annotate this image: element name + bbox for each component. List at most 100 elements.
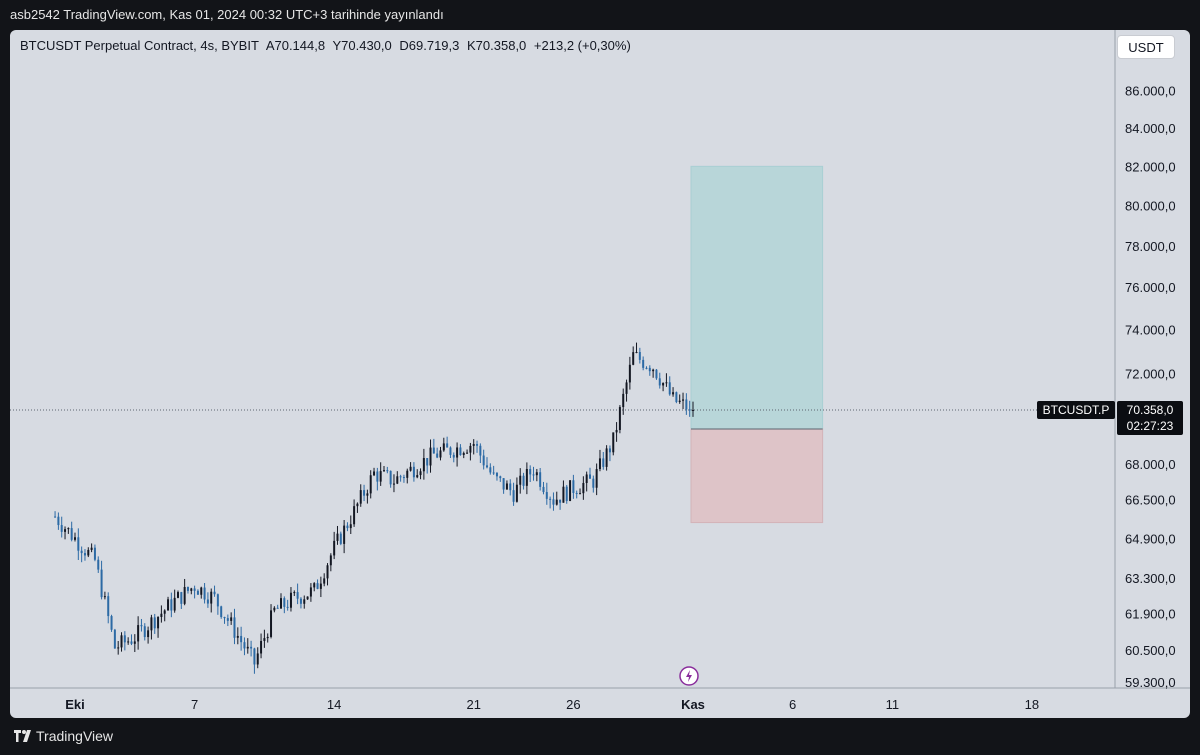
- candle-body: [452, 454, 455, 458]
- candle-body: [137, 625, 140, 642]
- candle-body: [648, 367, 651, 372]
- candle-body: [296, 592, 299, 599]
- candle-body: [93, 547, 96, 560]
- candle-body: [489, 467, 492, 473]
- candle-body: [127, 641, 130, 643]
- candle-body: [276, 607, 279, 609]
- candle-body: [552, 499, 555, 505]
- candle-body: [303, 599, 306, 604]
- candle-body: [326, 565, 329, 579]
- candle-body: [449, 447, 452, 455]
- x-tick-label: 14: [327, 697, 341, 712]
- y-tick-label: 78.000,0: [1125, 239, 1176, 254]
- y-tick-label: 59.300,0: [1125, 675, 1176, 690]
- legend-high: Y70.430,0: [332, 38, 392, 53]
- candle-body: [356, 503, 359, 507]
- candle-body: [628, 364, 631, 383]
- candle-body: [97, 559, 100, 570]
- candle-body: [662, 383, 665, 386]
- candle-body: [432, 447, 435, 454]
- candle-body: [216, 594, 219, 607]
- y-tick-label: 80.000,0: [1125, 199, 1176, 214]
- candle-body: [323, 578, 326, 584]
- candle-body: [419, 471, 422, 476]
- x-tick-label: Eki: [65, 697, 85, 712]
- candle-body: [515, 484, 518, 502]
- x-tick-label: Kas: [681, 697, 705, 712]
- candle-body: [270, 610, 273, 637]
- candle-body: [319, 583, 322, 589]
- candle-body: [668, 382, 671, 395]
- x-tick-label: 18: [1025, 697, 1039, 712]
- x-tick-label: 26: [566, 697, 580, 712]
- candle-body: [608, 448, 611, 453]
- legend-close: K70.358,0: [467, 38, 527, 53]
- candle-body: [595, 469, 598, 488]
- chart-panel[interactable]: 86.000,0 84.000,0 82.000,0 80.000,0 78.000,0…: [10, 30, 1190, 718]
- candle-body: [605, 448, 608, 467]
- candle-body: [409, 466, 412, 471]
- candle-body: [193, 588, 196, 591]
- candle-body: [256, 653, 259, 665]
- candle-body: [652, 369, 655, 372]
- candlestick-chart[interactable]: 86.000,0 84.000,0 82.000,0 80.000,0 78.000,0…: [10, 30, 1190, 718]
- candle-body: [130, 641, 133, 644]
- candle-body: [173, 597, 176, 611]
- legend-open: A70.144,8: [265, 38, 326, 53]
- candle-body: [529, 468, 532, 475]
- y-tick-label: 64.900,0: [1125, 531, 1176, 546]
- y-tick-label: 66.500,0: [1125, 493, 1176, 508]
- candle-body: [579, 493, 582, 495]
- candle-body: [64, 529, 67, 532]
- candle-body: [273, 607, 276, 611]
- candle-body: [177, 592, 179, 598]
- candle-body: [359, 490, 362, 504]
- candle-body: [213, 591, 216, 595]
- candle-body: [313, 583, 316, 588]
- candle-body: [466, 452, 469, 454]
- candle-body: [57, 516, 60, 526]
- y-tick-label: 86.000,0: [1125, 84, 1176, 99]
- candle-body: [672, 392, 675, 395]
- y-tick-label: 84.000,0: [1125, 121, 1176, 136]
- candle-body: [618, 407, 621, 430]
- candle-body: [575, 492, 578, 494]
- candle-body: [289, 592, 292, 608]
- candle-body: [402, 477, 405, 479]
- y-tick-label: 72.000,0: [1125, 366, 1176, 381]
- candle-body: [592, 478, 595, 488]
- candle-body: [392, 483, 395, 485]
- candle-body: [60, 525, 63, 532]
- currency-button[interactable]: USDT: [1117, 35, 1175, 59]
- candle-body: [492, 472, 495, 474]
- candle-body: [266, 636, 269, 639]
- candle-body: [642, 359, 645, 368]
- candle-body: [542, 486, 545, 493]
- candle-body: [622, 393, 625, 408]
- candle-body: [416, 475, 419, 478]
- candle-body: [685, 399, 688, 410]
- lightning-bolt-icon: [686, 670, 692, 682]
- candle-body: [549, 498, 552, 500]
- candle-body: [353, 506, 356, 525]
- countdown-label: 02:27:23: [1127, 419, 1174, 433]
- candle-body: [532, 474, 535, 476]
- y-tick-label: 63.300,0: [1125, 571, 1176, 586]
- profit-zone: [690, 165, 824, 430]
- last-price-box: [1117, 400, 1183, 435]
- candle-body: [363, 490, 366, 496]
- candle-body: [123, 635, 126, 643]
- brand-name: TradingView: [36, 728, 114, 744]
- candle-body: [103, 596, 106, 598]
- candle-body: [90, 547, 93, 550]
- candle-body: [263, 638, 266, 641]
- candle-body: [240, 635, 243, 643]
- candle-body: [223, 617, 226, 619]
- tradingview-brand[interactable]: TradingView: [14, 728, 113, 744]
- candle-body: [333, 540, 336, 556]
- candle-body: [206, 599, 209, 604]
- candle-body: [459, 447, 462, 455]
- x-tick-label: 11: [886, 697, 900, 712]
- candle-body: [555, 499, 558, 505]
- candle-body: [658, 378, 661, 386]
